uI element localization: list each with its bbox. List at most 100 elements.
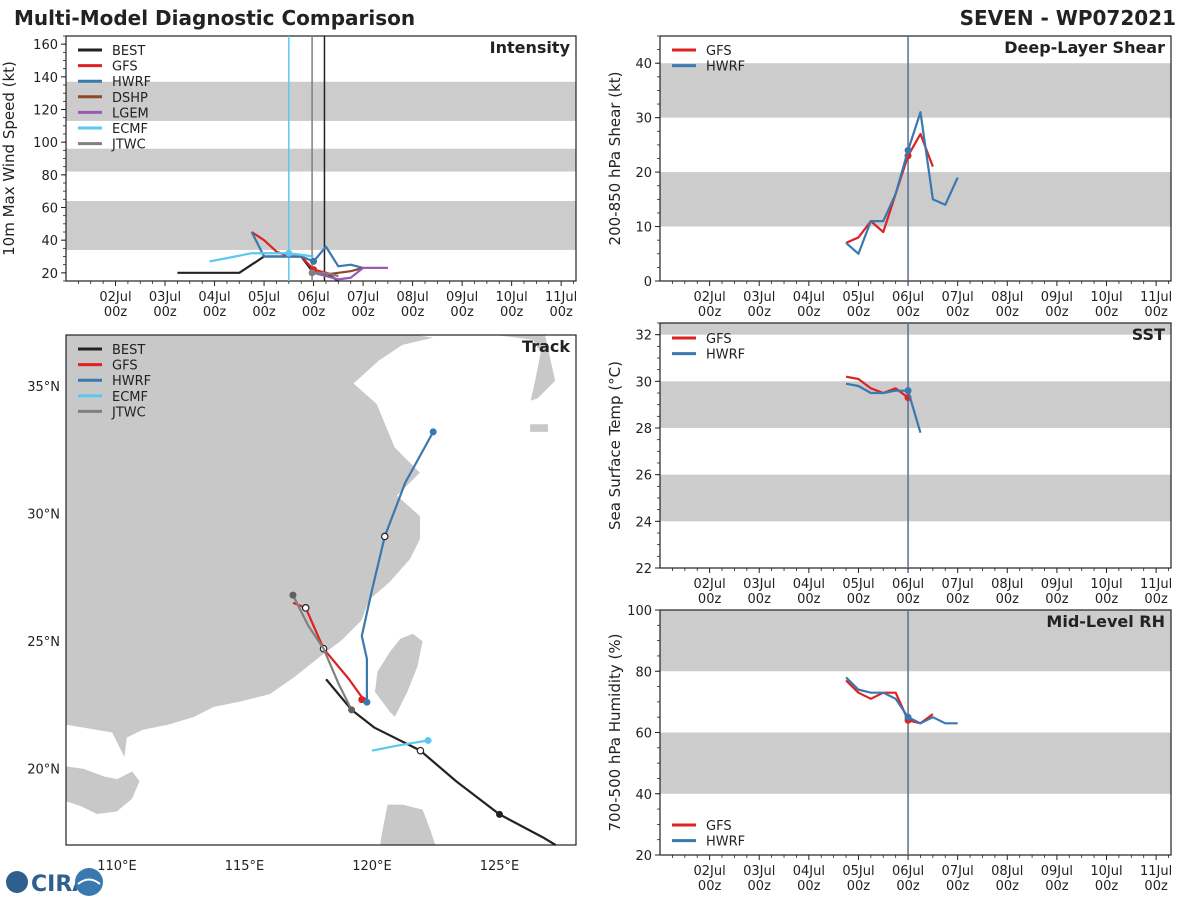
intensity-series-lgem xyxy=(313,266,388,281)
shear-xtick-hour: 00z xyxy=(748,305,772,320)
track-point-jtwc xyxy=(348,706,356,714)
shear-ytick-label: 0 xyxy=(644,275,652,290)
logo-emblem-icon xyxy=(75,868,103,896)
storm-id-title: SEVEN - WP072021 xyxy=(960,6,1176,30)
shear-xtick-date: 08Jul xyxy=(991,290,1023,305)
logo-wave-icon xyxy=(77,878,101,885)
intensity-xtick-hour: 00z xyxy=(302,305,326,320)
rh-ytick-label: 60 xyxy=(635,727,652,742)
rh-legend-label-gfs: GFS xyxy=(706,819,732,834)
intensity-ytick-label: 140 xyxy=(33,71,58,86)
sst-xtick-hour: 00z xyxy=(996,592,1020,607)
sst-ytick-label: 28 xyxy=(635,422,652,437)
track-xtick-label: 125°E xyxy=(480,859,520,874)
shear-ylabel: 200-850 hPa Shear (kt) xyxy=(606,72,624,246)
rh-xtick-hour: 00z xyxy=(748,879,772,894)
rh-panel: 2040608010002Jul00z03Jul00z04Jul00z05Jul… xyxy=(606,604,1172,894)
shear-xtick-date: 04Jul xyxy=(793,290,825,305)
track-frame xyxy=(65,334,577,846)
sst-ytick-label: 26 xyxy=(635,469,652,484)
intensity-series-hwrf xyxy=(250,231,364,269)
intensity-xtick-date: 08Jul xyxy=(396,290,428,305)
intensity-band-2 xyxy=(66,81,576,121)
intensity-band-1 xyxy=(66,148,576,172)
track-legend-label-jtwc: JTWC xyxy=(111,405,146,420)
track-series-best xyxy=(325,678,557,846)
track-ytick-label: 35°N xyxy=(27,380,60,395)
intensity-series-ecmf xyxy=(209,252,314,263)
rh-xtick-date: 10Jul xyxy=(1090,864,1122,879)
rh-title: Mid-Level RH xyxy=(1046,612,1165,631)
sst-ytick-label: 30 xyxy=(635,375,652,390)
sst-xtick-date: 06Jul xyxy=(892,577,924,592)
track-point-ecmf xyxy=(424,736,432,744)
shear-ytick-label: 20 xyxy=(635,166,652,181)
shear-xtick-date: 09Jul xyxy=(1041,290,1073,305)
shear-xtick-date: 03Jul xyxy=(743,290,775,305)
intensity-xtick-date: 06Jul xyxy=(297,290,329,305)
intensity-series-jtwc xyxy=(312,271,339,278)
shear-xtick-date: 02Jul xyxy=(693,290,725,305)
sst-ylabel: Sea Surface Temp (°C) xyxy=(606,361,624,530)
shear-xtick-hour: 00z xyxy=(797,305,821,320)
intensity-ytick-label: 20 xyxy=(41,267,58,282)
track-panel: 110°E 115°E 120°E 125°E 20°N 25°N 30°N 35°N Trac… xyxy=(27,334,577,874)
track-point-best xyxy=(496,810,503,818)
rh-xtick-hour: 00z xyxy=(847,879,871,894)
shear-xtick-hour: 00z xyxy=(996,305,1020,320)
sst-ytick-label: 22 xyxy=(635,562,652,577)
figure-title: Multi-Model Diagnostic Comparison xyxy=(14,6,415,30)
track-series-hwrf xyxy=(360,431,435,703)
shear-xtick-date: 06Jul xyxy=(892,290,924,305)
intensity-xtick-date: 11Jul xyxy=(545,290,577,305)
intensity-xtick-date: 03Jul xyxy=(149,290,181,305)
sst-xtick-date: 11Jul xyxy=(1140,577,1172,592)
track-point-open-gfs xyxy=(301,604,310,612)
rh-xtick-date: 02Jul xyxy=(693,864,725,879)
sst-xtick-hour: 00z xyxy=(797,592,821,607)
rh-legend-label-hwrf: HWRF xyxy=(706,835,745,850)
shear-xtick-hour: 00z xyxy=(1095,305,1119,320)
shear-point-hwrf xyxy=(904,146,912,154)
intensity-legend-label-ecmf: ECMF xyxy=(112,122,148,137)
intensity-ytick-label: 40 xyxy=(41,234,58,249)
sst-xtick-hour: 00z xyxy=(1095,592,1119,607)
intensity-xtick-hour: 00z xyxy=(450,305,474,320)
intensity-ytick-label: 120 xyxy=(33,104,58,119)
intensity-ylabel: 10m Max Wind Speed (kt) xyxy=(0,61,18,256)
sst-frame xyxy=(659,322,1172,569)
rh-ytick-label: 100 xyxy=(627,604,652,619)
rh-ylabel: 700-500 hPa Humidity (%) xyxy=(606,633,624,831)
shear-xtick-date: 05Jul xyxy=(842,290,874,305)
rh-series-gfs xyxy=(845,679,934,725)
rh-band-0 xyxy=(660,732,1171,794)
intensity-point-jtwc xyxy=(308,269,316,277)
intensity-xtick-hour: 00z xyxy=(351,305,375,320)
sst-legend-label-gfs: GFS xyxy=(706,332,732,347)
intensity-legend-label-jtwc: JTWC xyxy=(111,138,146,153)
rh-xtick-date: 08Jul xyxy=(991,864,1023,879)
intensity-xtick-hour: 00z xyxy=(401,305,425,320)
shear-band-1 xyxy=(660,63,1171,118)
sst-xtick-date: 07Jul xyxy=(942,577,974,592)
intensity-point-ecmf xyxy=(285,249,293,257)
cira-logo: CIRA xyxy=(6,868,103,897)
track-ytick-label: 25°N xyxy=(27,635,60,650)
sst-xtick-hour: 00z xyxy=(1045,592,1069,607)
land-hainan xyxy=(65,765,141,815)
sst-xtick-hour: 00z xyxy=(896,592,920,607)
intensity-title: Intensity xyxy=(490,38,571,57)
intensity-xtick-date: 09Jul xyxy=(446,290,478,305)
intensity-xtick-hour: 00z xyxy=(203,305,227,320)
land-korea xyxy=(491,334,557,402)
intensity-legend-label-dshp: DSHP xyxy=(112,91,148,106)
land-luzon xyxy=(379,803,437,846)
rh-xtick-date: 04Jul xyxy=(793,864,825,879)
intensity-xtick-date: 07Jul xyxy=(347,290,379,305)
track-series-ecmf xyxy=(371,739,429,752)
intensity-xtick-hour: 00z xyxy=(500,305,524,320)
rh-xtick-hour: 00z xyxy=(797,879,821,894)
rh-xtick-date: 03Jul xyxy=(743,864,775,879)
rh-xtick-date: 11Jul xyxy=(1140,864,1172,879)
